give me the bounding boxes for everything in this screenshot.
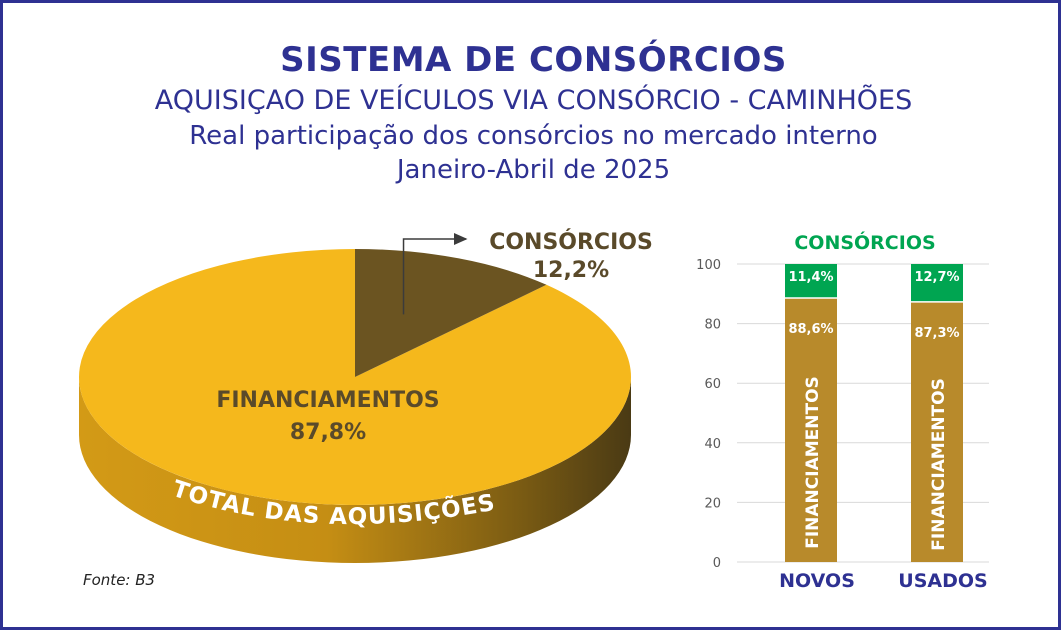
y-tick-label: 20: [704, 496, 721, 511]
chart-period: Janeiro-Abril de 2025: [396, 155, 671, 185]
bar-financiamentos: [911, 301, 963, 562]
pie-label-financiamentos: FINANCIAMENTOS: [216, 388, 439, 413]
chart-description: Real participação dos consórcios no merc…: [189, 121, 878, 151]
pie-chart: FINANCIAMENTOS87,8%CONSÓRCIOS12,2%TOTAL …: [78, 229, 653, 563]
chart-subtitle: AQUISIÇAO DE VEÍCULOS VIA CONSÓRCIO - CA…: [154, 85, 913, 116]
bar-consorcios: [911, 264, 963, 302]
y-tick-label: 40: [704, 437, 721, 452]
bar-value-consorcios: 11,4%: [788, 270, 833, 285]
bar-consorcios: [785, 264, 837, 298]
y-tick-label: 60: [704, 377, 721, 392]
bar-value-financiamentos: 87,3%: [914, 326, 959, 341]
bar-series-label: FINANCIAMENTOS: [929, 378, 949, 551]
bar-chart-title: CONSÓRCIOS: [794, 230, 935, 254]
pie-side-wall: [79, 377, 631, 563]
pie-value-consorcios: 12,2%: [533, 258, 609, 283]
bar-chart: 0 20 40 60 80 100 CONSÓRCIOS 11,4% 88,6% FINANCIA…: [696, 230, 989, 592]
bar-series-label: FINANCIAMENTOS: [803, 376, 823, 549]
y-tick-label: 100: [696, 258, 721, 273]
pie-callout-arrow: [402, 233, 468, 315]
x-category-label: USADOS: [898, 570, 987, 592]
bar-value-financiamentos: 88,6%: [788, 322, 833, 337]
source-note: Fonte: B3: [83, 571, 156, 589]
title-block: SISTEMA DE CONSÓRCIOS AQUISIÇAO DE VEÍCU…: [3, 37, 1061, 187]
bar-financiamentos: [785, 297, 837, 562]
chart-title: SISTEMA DE CONSÓRCIOS: [280, 40, 787, 80]
pie-value-financiamentos: 87,8%: [290, 420, 366, 445]
bar-value-consorcios: 12,7%: [914, 270, 959, 285]
x-category-label: NOVOS: [779, 570, 855, 592]
y-tick-label: 80: [704, 318, 721, 333]
chart-canvas: FINANCIAMENTOS87,8%CONSÓRCIOS12,2%TOTAL …: [78, 229, 989, 592]
y-tick-label: 0: [713, 556, 721, 571]
pie-label-consorcios: CONSÓRCIOS: [489, 229, 653, 255]
